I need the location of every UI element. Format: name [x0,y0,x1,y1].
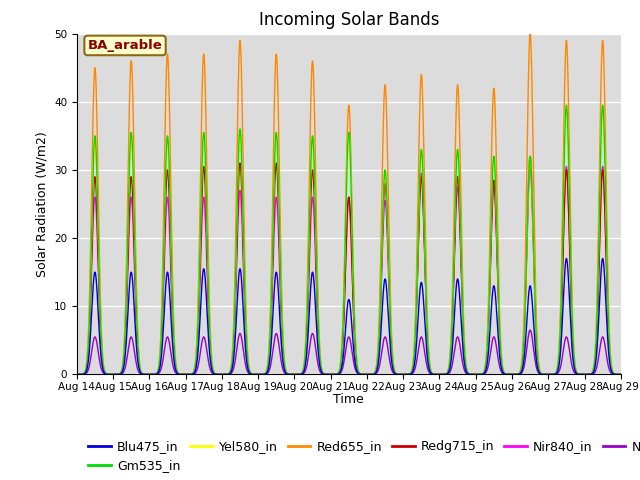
Yel580_in [493,216,500,221]
Redg715_in [526,154,534,159]
Y-axis label: Solar Radiation (W/m2): Solar Radiation (W/m2) [35,131,49,277]
Nir840_in [530,251,538,257]
Gm535_in [493,216,500,221]
Nir840_in [192,363,200,369]
Redg715_in [442,372,449,377]
Red655_in [526,31,534,36]
Yel580_in [564,147,572,153]
Redg715_in [530,252,538,258]
Nir945_in [493,345,500,350]
Blu475_in [493,308,500,314]
Gm535_in [530,245,538,251]
Line: Gm535_in: Gm535_in [77,105,640,374]
Nir945_in [526,327,534,333]
Red655_in [192,357,200,363]
Nir945_in [442,372,449,377]
Nir840_in [73,372,81,377]
Gm535_in [442,372,449,377]
Nir840_in [493,238,500,243]
Red655_in [73,372,81,377]
Title: Incoming Solar Bands: Incoming Solar Bands [259,11,439,29]
Nir840_in [564,198,572,204]
Blu475_in [442,372,449,377]
Redg715_in [564,207,572,213]
Nir945_in [530,348,538,353]
Line: Nir945_in: Nir945_in [77,330,640,374]
Text: BA_arable: BA_arable [88,39,163,52]
Line: Blu475_in: Blu475_in [77,259,640,374]
Redg715_in [73,372,81,377]
Line: Nir840_in: Nir840_in [77,167,640,374]
Line: Yel580_in: Yel580_in [77,105,640,374]
Yel580_in [442,372,449,377]
Red655_in [493,167,500,172]
Redg715_in [493,232,500,238]
Blu475_in [192,367,200,372]
Yel580_in [599,102,607,108]
Legend: Blu475_in, Gm535_in, Yel580_in, Red655_in, Redg715_in, Nir840_in, Nir945_in: Blu475_in, Gm535_in, Yel580_in, Red655_i… [83,435,640,477]
Red655_in [564,103,572,108]
Nir945_in [564,341,572,347]
Red655_in [530,185,538,191]
Gm535_in [192,360,200,366]
Nir840_in [442,372,449,377]
Red655_in [442,371,449,377]
Line: Redg715_in: Redg715_in [77,156,640,374]
Gm535_in [599,102,607,108]
Nir945_in [192,370,200,375]
Nir840_in [599,164,607,169]
Blu475_in [530,320,538,326]
Blu475_in [73,372,81,377]
Yel580_in [192,360,200,366]
Blu475_in [599,256,607,262]
Yel580_in [73,372,81,377]
Redg715_in [192,362,200,368]
X-axis label: Time: Time [333,394,364,407]
Line: Red655_in: Red655_in [77,34,640,374]
Gm535_in [564,147,572,153]
Blu475_in [564,275,572,281]
Nir945_in [73,372,81,377]
Gm535_in [73,372,81,377]
Yel580_in [530,245,538,251]
